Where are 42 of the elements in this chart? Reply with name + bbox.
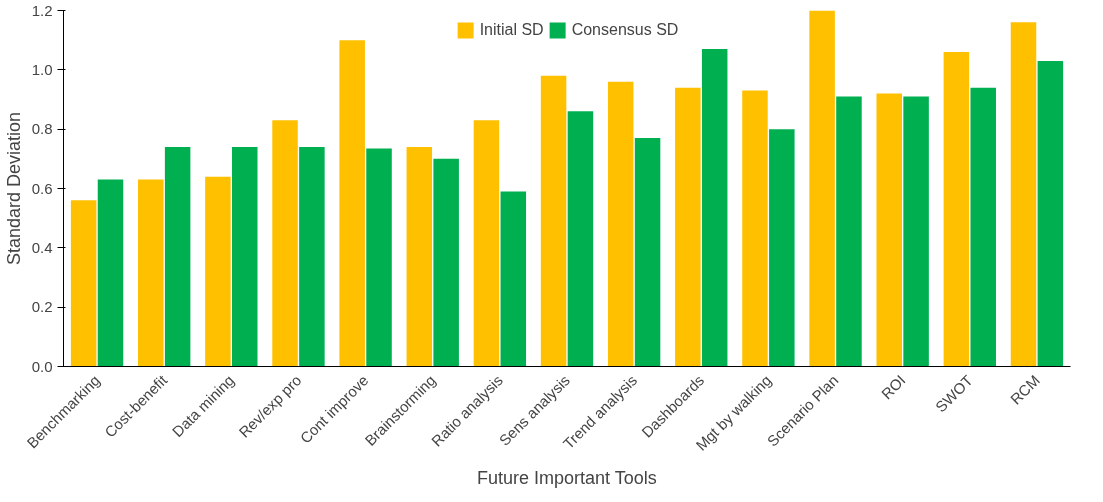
x-axis-title: Future Important Tools	[476, 467, 657, 488]
bar	[406, 146, 433, 367]
bar	[473, 120, 500, 367]
bar	[97, 179, 124, 367]
legend-label: Consensus SD	[571, 21, 679, 39]
legend-label: Initial SD	[479, 21, 544, 39]
bar	[742, 90, 768, 367]
y-tick-label: 1.0	[31, 60, 53, 78]
bar	[876, 93, 902, 367]
bar	[70, 200, 97, 367]
y-axis-title: Standard Deviation	[3, 111, 24, 266]
bar	[607, 81, 634, 367]
y-tick-label: 0.2	[31, 298, 53, 316]
bar	[675, 87, 701, 367]
bar	[970, 87, 996, 367]
bar	[903, 96, 929, 367]
bar	[567, 111, 594, 367]
bar	[205, 176, 231, 367]
bar	[809, 10, 835, 367]
bar	[836, 96, 862, 367]
bar	[500, 191, 527, 367]
bar	[272, 120, 298, 367]
bar	[634, 138, 661, 367]
bar	[943, 52, 970, 367]
bar	[433, 158, 459, 367]
y-tick-label: 0.6	[31, 179, 53, 197]
bar	[540, 75, 567, 367]
bar	[701, 49, 728, 367]
y-tick-label: 1.2	[31, 1, 53, 19]
x-tick-label: ROI	[877, 371, 909, 403]
bar	[1037, 60, 1064, 367]
bar	[138, 179, 164, 367]
y-tick-label: 0.8	[31, 120, 53, 138]
bar	[366, 148, 392, 367]
bar	[339, 40, 365, 367]
bar	[164, 146, 191, 367]
bar	[299, 146, 325, 367]
bar	[769, 129, 795, 367]
y-tick-label: 0.0	[31, 357, 53, 375]
y-tick-label: 0.4	[31, 238, 53, 256]
bar	[232, 146, 258, 367]
bar	[1010, 22, 1037, 367]
